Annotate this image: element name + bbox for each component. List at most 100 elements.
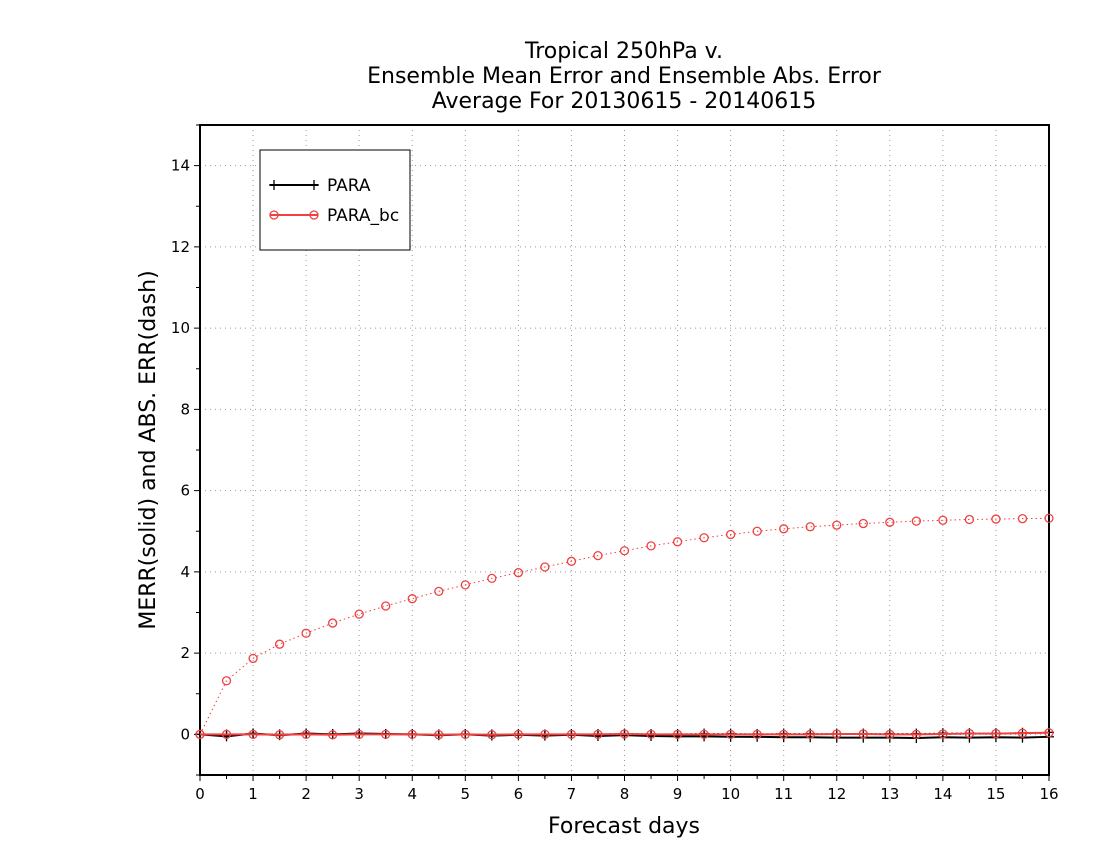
series-para-bc-abs-error-point bbox=[911, 516, 921, 526]
series-para-bc-abs-error-point bbox=[301, 628, 311, 638]
series-para-bc-abs-error-point bbox=[407, 594, 417, 604]
series-para-bc-abs-error-point bbox=[1044, 513, 1054, 523]
series-para-bc-mean-error-point bbox=[964, 728, 975, 739]
series-para-bc-mean-error-point bbox=[619, 729, 630, 739]
series-para-bc-mean-error-point bbox=[699, 729, 709, 740]
series-para-bc-abs-error-point bbox=[885, 517, 895, 527]
series-para-bc-mean-error-point bbox=[513, 729, 524, 740]
series-para-bc-abs-error-point bbox=[938, 515, 948, 525]
series-para-bc-abs-error-line bbox=[199, 517, 1050, 735]
y-tick-label: 10 bbox=[171, 319, 190, 337]
x-tick-label: 1 bbox=[248, 785, 258, 803]
legend-box bbox=[259, 149, 411, 251]
series-para-bc-abs-error-point bbox=[540, 562, 550, 572]
y-tick-label: 12 bbox=[171, 238, 190, 256]
x-axis-label: Forecast days bbox=[548, 814, 700, 839]
y-tick-label: 2 bbox=[180, 644, 190, 662]
series-para-bc-abs-error-point bbox=[991, 514, 1001, 524]
series-para-bc-abs-error-point bbox=[434, 586, 444, 597]
x-tick-label: 11 bbox=[774, 785, 793, 803]
legend-entry-para-bc: PARA_bc bbox=[269, 206, 399, 226]
series-para-bc-abs-error-point bbox=[513, 568, 524, 578]
series-para-bc-mean-error-point bbox=[593, 729, 603, 740]
grid-lines bbox=[200, 125, 1049, 775]
series-para-bc-mean-error-point bbox=[832, 729, 842, 739]
series-para-bc-abs-error-point bbox=[699, 533, 709, 543]
x-tick-label: 14 bbox=[933, 785, 952, 803]
legend-marker-start bbox=[269, 180, 279, 190]
series-para-bc-mean-error-point bbox=[911, 729, 921, 740]
legend-marker-start bbox=[269, 210, 279, 220]
series-para-bc-mean-error-point bbox=[779, 729, 789, 740]
chart-title-line-2: Ensemble Mean Error and Ensemble Abs. Er… bbox=[367, 64, 882, 89]
series-para-bc-mean-error-point bbox=[248, 729, 258, 740]
series-para-bc-mean-error-point bbox=[858, 729, 868, 739]
legend-marker-end bbox=[309, 180, 319, 190]
y-tick-label: 8 bbox=[180, 400, 190, 418]
x-tick-label: 16 bbox=[1039, 785, 1058, 803]
legend-entry-para: PARA bbox=[269, 176, 371, 196]
series-para-bc-abs-error-point bbox=[725, 529, 736, 540]
y-tick-label: 14 bbox=[171, 157, 190, 175]
series-para-bc-mean-error-point bbox=[885, 729, 895, 740]
y-tick-label: 4 bbox=[180, 563, 190, 581]
series-para-bc-mean-error-point bbox=[566, 729, 577, 740]
series-para-bc-mean-error-point bbox=[672, 729, 683, 740]
x-tick-label: 6 bbox=[514, 785, 524, 803]
x-tick-label: 12 bbox=[827, 785, 846, 803]
x-tick-label: 4 bbox=[407, 785, 417, 803]
chart-title-line-3: Average For 20130615 - 20140615 bbox=[432, 89, 817, 114]
series-para-bc-abs-error-point bbox=[354, 609, 364, 619]
series-lines bbox=[195, 513, 1054, 744]
series-para-bc-mean-error-point bbox=[991, 728, 1001, 739]
series-para-bc-abs-error-point bbox=[858, 518, 868, 529]
legend-label: PARA_bc bbox=[327, 206, 399, 226]
series-para-bc-abs-error-point bbox=[487, 573, 497, 584]
legend-marker-end bbox=[309, 210, 319, 220]
series-para-bc-abs-error-point bbox=[328, 618, 338, 628]
series-para-bc-mean-error-point bbox=[540, 729, 550, 740]
x-tick-label: 8 bbox=[620, 785, 630, 803]
x-tick-label: 13 bbox=[880, 785, 899, 803]
series-para-bc-mean-error-point bbox=[487, 730, 497, 740]
series-para-bc-abs-error-point bbox=[646, 541, 656, 551]
series-para-bc-abs-error-point bbox=[752, 526, 762, 536]
y-tick-label: 6 bbox=[180, 482, 190, 500]
x-tick-label: 9 bbox=[673, 785, 683, 803]
series-para-bc-abs-error-point bbox=[1017, 514, 1028, 524]
x-tick-label: 15 bbox=[986, 785, 1005, 803]
series-para-bc-mean-error-point bbox=[328, 730, 338, 740]
legend: PARA PARA_bc bbox=[259, 149, 411, 251]
legend-entries: PARA PARA_bc bbox=[269, 176, 399, 226]
series-para-bc-mean-error-point bbox=[221, 729, 232, 740]
series-para-bc-mean-error-point bbox=[434, 730, 444, 740]
x-tick-label: 10 bbox=[721, 785, 740, 803]
series-para-bc-abs-error-point bbox=[672, 537, 683, 547]
series-para-bc-abs-error-point bbox=[964, 514, 975, 525]
legend-label: PARA bbox=[327, 176, 371, 196]
series-para-bc-mean-error-point bbox=[274, 730, 285, 740]
x-tick-label: 0 bbox=[195, 785, 205, 803]
series-para-bc-abs-error-point bbox=[274, 639, 285, 649]
y-tick-label: 0 bbox=[180, 725, 190, 743]
series-para-bc-mean-error-point bbox=[1044, 728, 1054, 738]
series-para-bc-abs-error-point bbox=[248, 653, 258, 664]
x-tick-label: 2 bbox=[301, 785, 311, 803]
series-para-bc-mean-error-line bbox=[200, 731, 1050, 736]
series-para-bc-mean-error-point bbox=[646, 729, 656, 740]
chart-title-line-1: Tropical 250hPa v. bbox=[524, 39, 723, 64]
x-tick-label: 7 bbox=[567, 785, 577, 803]
series-para-bc-abs-error-point bbox=[619, 546, 630, 556]
series-para-bc-mean-error-point bbox=[805, 729, 815, 740]
series-para-bc-mean-error-point bbox=[301, 729, 311, 740]
series-para-bc-abs-error-point bbox=[381, 601, 391, 611]
x-tick-label: 3 bbox=[354, 785, 364, 803]
series-para-bc-mean-error-point bbox=[195, 729, 205, 740]
series-para-bc-mean-error-point bbox=[354, 729, 364, 740]
series-para-bc-mean-error-point bbox=[725, 729, 736, 740]
x-tick-label: 5 bbox=[461, 785, 471, 803]
series-para-bc-mean-error-point bbox=[938, 729, 948, 739]
series-para-bc-abs-error-point bbox=[221, 676, 232, 686]
